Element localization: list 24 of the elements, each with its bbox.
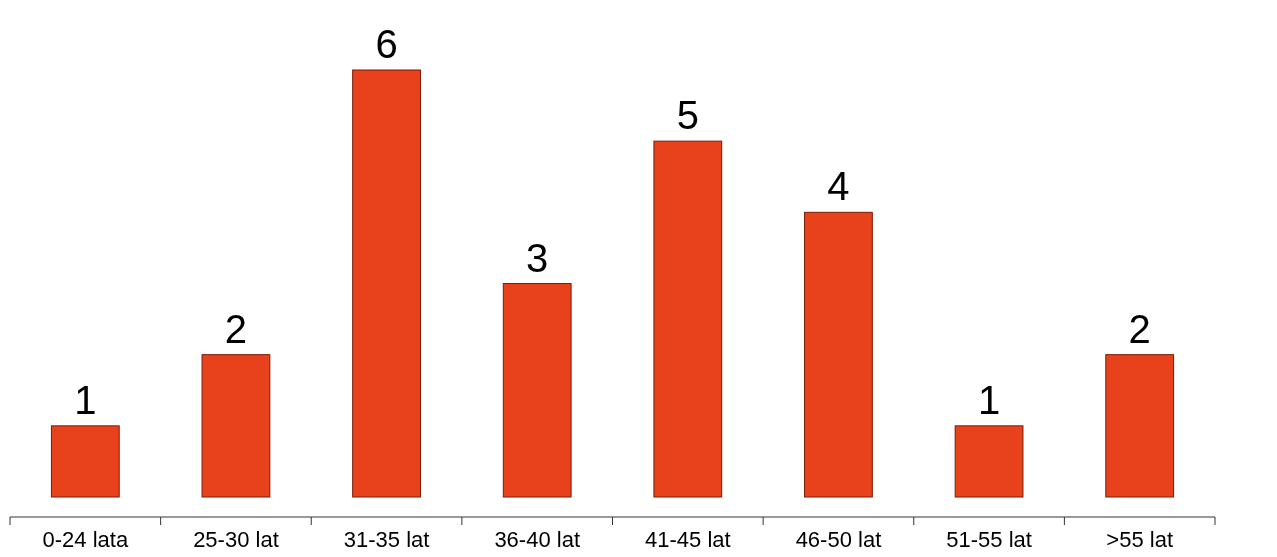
- bar: [502, 283, 572, 498]
- data-label: 2: [224, 306, 248, 351]
- data-label: 1: [977, 377, 1001, 422]
- data-label: 4: [827, 164, 850, 209]
- bar: [1105, 354, 1175, 498]
- data-label: 3: [526, 235, 549, 280]
- x-tick-label: 25-30 lat: [193, 527, 279, 552]
- x-tick-label: 51-55 lat: [946, 527, 1032, 552]
- data-label: 1: [74, 377, 97, 422]
- bar: [954, 425, 1024, 498]
- bar: [653, 140, 723, 498]
- x-tick-label: 36-40 lat: [494, 527, 580, 552]
- data-label: 2: [1128, 306, 1151, 351]
- data-label: 5: [676, 93, 699, 138]
- bar: [352, 69, 421, 498]
- data-label: 6: [375, 22, 398, 66]
- bar: [50, 425, 120, 498]
- x-tick-label: 31-35 lat: [343, 527, 430, 552]
- x-tick-label: 0-24 lata: [42, 527, 129, 552]
- x-tick-label: 46-50 lat: [795, 527, 882, 552]
- bar: [201, 354, 271, 498]
- x-tick-label: 41-45 lat: [645, 527, 731, 552]
- x-tick-label: >55 lat: [1106, 527, 1174, 552]
- bar: [804, 211, 873, 498]
